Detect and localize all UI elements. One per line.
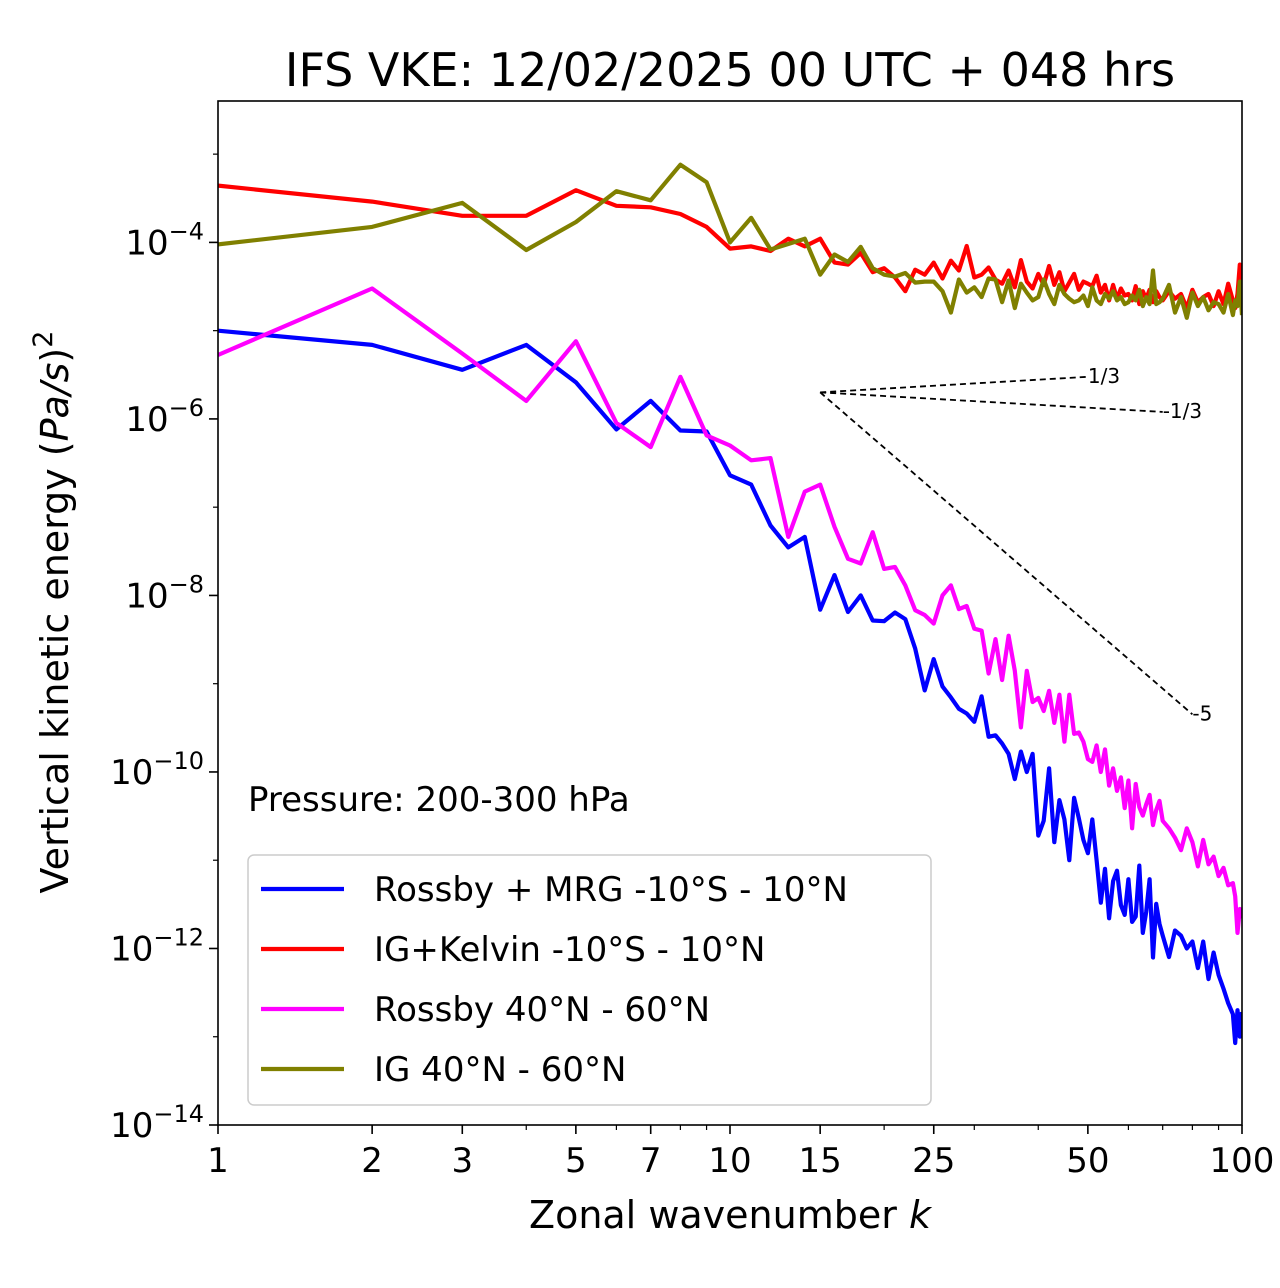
legend-box — [247, 854, 932, 1106]
reference-slope-label: -5 — [1192, 701, 1212, 725]
reference-slope-line — [820, 391, 1163, 413]
y-tick-label: 10−10 — [110, 747, 204, 793]
y-tick-label: 10−12 — [110, 923, 204, 969]
x-tick-label: 15 — [799, 1141, 842, 1181]
x-axis-label: Zonal wavenumber k — [529, 1193, 933, 1237]
series-line-ig-kelvin-10-s-10-n — [218, 183, 1242, 311]
y-axis-label: Vertical kinetic energy (Pa/s)2 — [28, 331, 77, 894]
x-tick-label: 25 — [912, 1141, 955, 1181]
legend-label: Rossby + MRG -10°S - 10°N — [374, 870, 848, 910]
legend-label: Rossby 40°N - 60°N — [374, 990, 710, 1030]
y-axis-ticks: 10−4 10−6 10−8 10−10 10−12 10−14 — [110, 153, 218, 1146]
reference-slope-label: -1/3 — [1163, 399, 1202, 423]
series-line-rossby-40-n-60-n — [218, 286, 1242, 935]
y-tick-label: 10−14 — [110, 1100, 204, 1146]
legend-label: IG 40°N - 60°N — [374, 1050, 626, 1090]
legend-label: IG+Kelvin -10°S - 10°N — [374, 930, 765, 970]
pressure-annotation: Pressure: 200-300 hPa — [248, 780, 630, 820]
series-line-rossby-mrg-10-s-10-n — [218, 328, 1242, 1046]
reference-slope-line — [819, 391, 1193, 715]
x-tick-label: 1 — [207, 1141, 229, 1181]
x-tick-label: 7 — [640, 1141, 662, 1181]
reference-slopes: 1/3 -1/3 -5 — [819, 364, 1212, 725]
y-tick-label: 10−6 — [125, 394, 204, 440]
reference-slope-line — [820, 375, 1088, 394]
reference-slope-label: 1/3 — [1088, 364, 1120, 388]
x-tick-label: 50 — [1066, 1141, 1109, 1181]
x-tick-label: 5 — [565, 1141, 587, 1181]
x-tick-label: 10 — [708, 1141, 751, 1181]
x-axis-ticks: 1 2 3 5 7 10 15 25 50 100 — [207, 1125, 1274, 1181]
chart-title: IFS VKE: 12/02/2025 00 UTC + 048 hrs — [285, 43, 1175, 97]
x-tick-label: 2 — [361, 1141, 383, 1181]
legend: Rossby + MRG -10°S - 10°N IG+Kelvin -10°S… — [247, 854, 932, 1106]
x-tick-label: 100 — [1210, 1141, 1275, 1181]
series-lines — [218, 162, 1242, 1046]
series-line-ig-40-n-60-n — [218, 162, 1242, 320]
y-tick-label: 10−8 — [125, 570, 204, 616]
y-tick-label: 10−4 — [125, 217, 204, 263]
x-tick-label: 3 — [451, 1141, 473, 1181]
